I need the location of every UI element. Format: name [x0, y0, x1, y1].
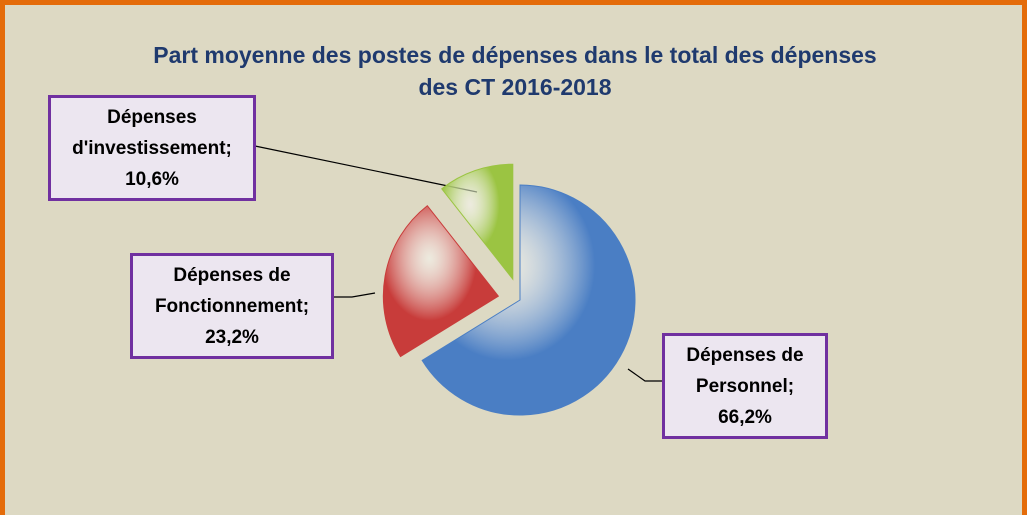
label-category: Dépenses de Personnel	[686, 345, 804, 397]
pie-slice	[441, 163, 514, 281]
chart	[254, 145, 662, 416]
label-category: Dépenses d'investissement	[72, 107, 226, 159]
label-value: 23,2%	[205, 327, 259, 348]
label-separator: ;	[225, 138, 232, 159]
label-separator: ;	[787, 376, 795, 397]
pie-slice	[382, 205, 500, 358]
leader-line	[254, 145, 478, 193]
label-value: 10,6%	[125, 169, 179, 190]
data-label: Dépenses de Fonctionnement; 23,2%	[130, 253, 334, 359]
pie-slice	[421, 184, 636, 416]
data-label: Dépenses d'investissement; 10,6%	[48, 95, 256, 201]
label-category: Dépenses de Fonctionnement	[154, 265, 303, 317]
label-separator: ;	[302, 296, 310, 317]
chart-title: Part moyenne des postes de dépenses dans…	[153, 42, 877, 100]
label-value: 66,2%	[718, 407, 772, 428]
leader-line	[333, 292, 376, 298]
data-label: Dépenses de Personnel; 66,2%	[662, 333, 828, 439]
leader-line	[627, 368, 662, 382]
